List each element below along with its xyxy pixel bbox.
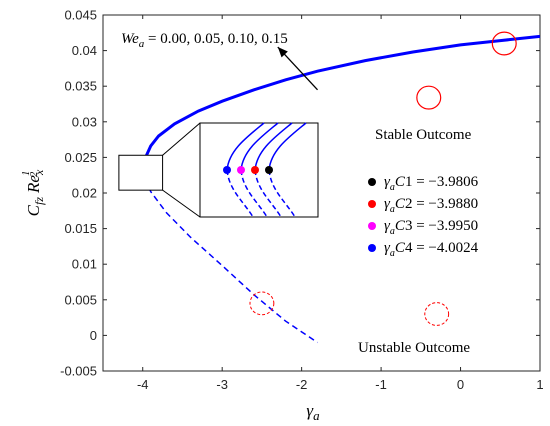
x-tick-label: -2 [296, 377, 308, 392]
upper-branch-line [141, 34, 541, 170]
svg-text:CfzRex12: CfzRex12 [21, 169, 46, 216]
y-axis-label: CfzRex12 [21, 169, 46, 216]
x-tick-label: -3 [216, 377, 228, 392]
inset-solid-curve [240, 122, 279, 171]
y-tick-label: 0 [90, 328, 97, 343]
unstable-outcome-label: Unstable Outcome [358, 340, 470, 356]
y-tick-label: 0.015 [64, 221, 97, 236]
y-tick-label: 0.035 [64, 79, 97, 94]
inset-critical-point [223, 166, 231, 174]
y-tick-label: 0.005 [64, 292, 97, 307]
stable-ellipse [416, 85, 442, 110]
legend-entry-label: γaC3 = −3.9950 [384, 218, 478, 237]
y-axis-ticks: -0.005 0 0.005 0.01 0.015 0.02 0.025 0.03 0.035 0… [60, 8, 540, 379]
inset-dashed-curve [254, 169, 282, 218]
x-tick-label: 1 [536, 377, 543, 392]
legend: γaC1 = −3.9806 γaC2 = −3.9880 γaC3 = −3.99… [368, 174, 479, 259]
zoom-source-box [118, 154, 164, 191]
zoom-connector-line [162, 189, 201, 218]
y-tick-label: -0.005 [60, 364, 97, 379]
legend-entry-label: γaC4 = −4.0024 [384, 240, 479, 259]
legend-entry-label: γaC2 = −3.9880 [384, 196, 478, 215]
legend-marker [368, 244, 376, 252]
inset-critical-point [265, 166, 273, 174]
y-tick-label: 0.04 [72, 43, 97, 58]
annotation-label: Wea = 0.00, 0.05, 0.10, 0.15 [121, 31, 288, 50]
inset-dashed-curve [240, 169, 268, 218]
inset-critical-point [237, 166, 245, 174]
unstable-ellipse [424, 302, 450, 326]
zoom-inset [118, 122, 319, 218]
x-axis-ticks: -4 -3 -2 -1 0 1 [137, 15, 544, 392]
annotation: Wea = 0.00, 0.05, 0.10, 0.15 [121, 31, 319, 91]
inset-critical-point [251, 166, 259, 174]
y-tick-label: 0.025 [64, 150, 97, 165]
inset-solid-curve [254, 122, 293, 171]
x-tick-label: -1 [375, 377, 387, 392]
stable-ellipse [491, 31, 517, 56]
inset-solid-curve [226, 122, 265, 171]
inset-dashed-curve [226, 169, 254, 218]
y-tick-label: 0.01 [72, 257, 97, 272]
y-tick-label: 0.045 [64, 8, 97, 23]
y-tick-label: 0.02 [72, 186, 97, 201]
x-tick-label: 0 [457, 377, 464, 392]
ellipses [249, 31, 517, 326]
zoom-connector-line [162, 122, 201, 156]
x-tick-label: -4 [137, 377, 149, 392]
stable-outcome-label: Stable Outcome [375, 127, 472, 143]
legend-marker [368, 222, 376, 230]
unstable-ellipse [249, 291, 275, 316]
inset-solid-curve [268, 122, 307, 171]
legend-marker [368, 200, 376, 208]
legend-marker [368, 178, 376, 186]
annotation-arrowhead [277, 47, 288, 58]
inset-dashed-curve [268, 169, 296, 218]
legend-entry-label: γaC1 = −3.9806 [384, 174, 479, 193]
y-tick-label: 0.03 [72, 114, 97, 129]
